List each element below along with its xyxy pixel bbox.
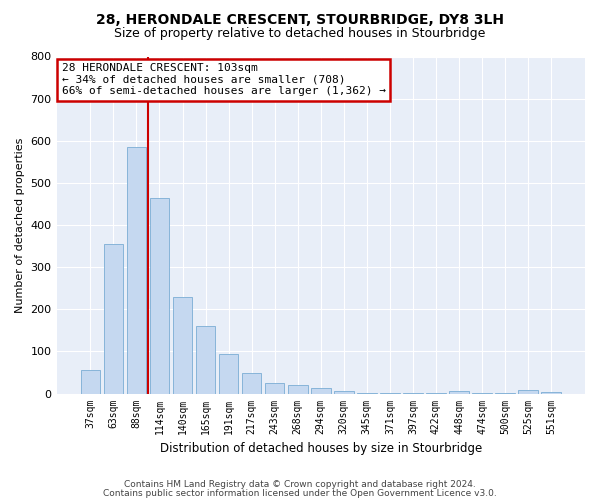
X-axis label: Distribution of detached houses by size in Stourbridge: Distribution of detached houses by size … xyxy=(160,442,482,455)
Bar xyxy=(242,374,262,394)
Text: Size of property relative to detached houses in Stourbridge: Size of property relative to detached ho… xyxy=(115,28,485,40)
Bar xyxy=(219,354,238,394)
Text: Contains public sector information licensed under the Open Government Licence v3: Contains public sector information licen… xyxy=(103,489,497,498)
Y-axis label: Number of detached properties: Number of detached properties xyxy=(15,138,25,312)
Bar xyxy=(80,370,100,394)
Bar xyxy=(173,298,193,394)
Bar xyxy=(403,392,423,394)
Bar xyxy=(472,392,492,394)
Bar xyxy=(357,392,377,394)
Bar xyxy=(449,392,469,394)
Bar xyxy=(541,392,561,394)
Bar xyxy=(426,392,446,394)
Bar xyxy=(196,326,215,394)
Bar xyxy=(104,244,123,394)
Text: Contains HM Land Registry data © Crown copyright and database right 2024.: Contains HM Land Registry data © Crown c… xyxy=(124,480,476,489)
Bar xyxy=(149,198,169,394)
Bar xyxy=(311,388,331,394)
Bar xyxy=(265,383,284,394)
Text: 28, HERONDALE CRESCENT, STOURBRIDGE, DY8 3LH: 28, HERONDALE CRESCENT, STOURBRIDGE, DY8… xyxy=(96,12,504,26)
Bar xyxy=(518,390,538,394)
Bar xyxy=(380,392,400,394)
Bar xyxy=(288,385,308,394)
Bar xyxy=(334,392,353,394)
Text: 28 HERONDALE CRESCENT: 103sqm
← 34% of detached houses are smaller (708)
66% of : 28 HERONDALE CRESCENT: 103sqm ← 34% of d… xyxy=(62,63,386,96)
Bar xyxy=(127,147,146,394)
Bar xyxy=(496,392,515,394)
